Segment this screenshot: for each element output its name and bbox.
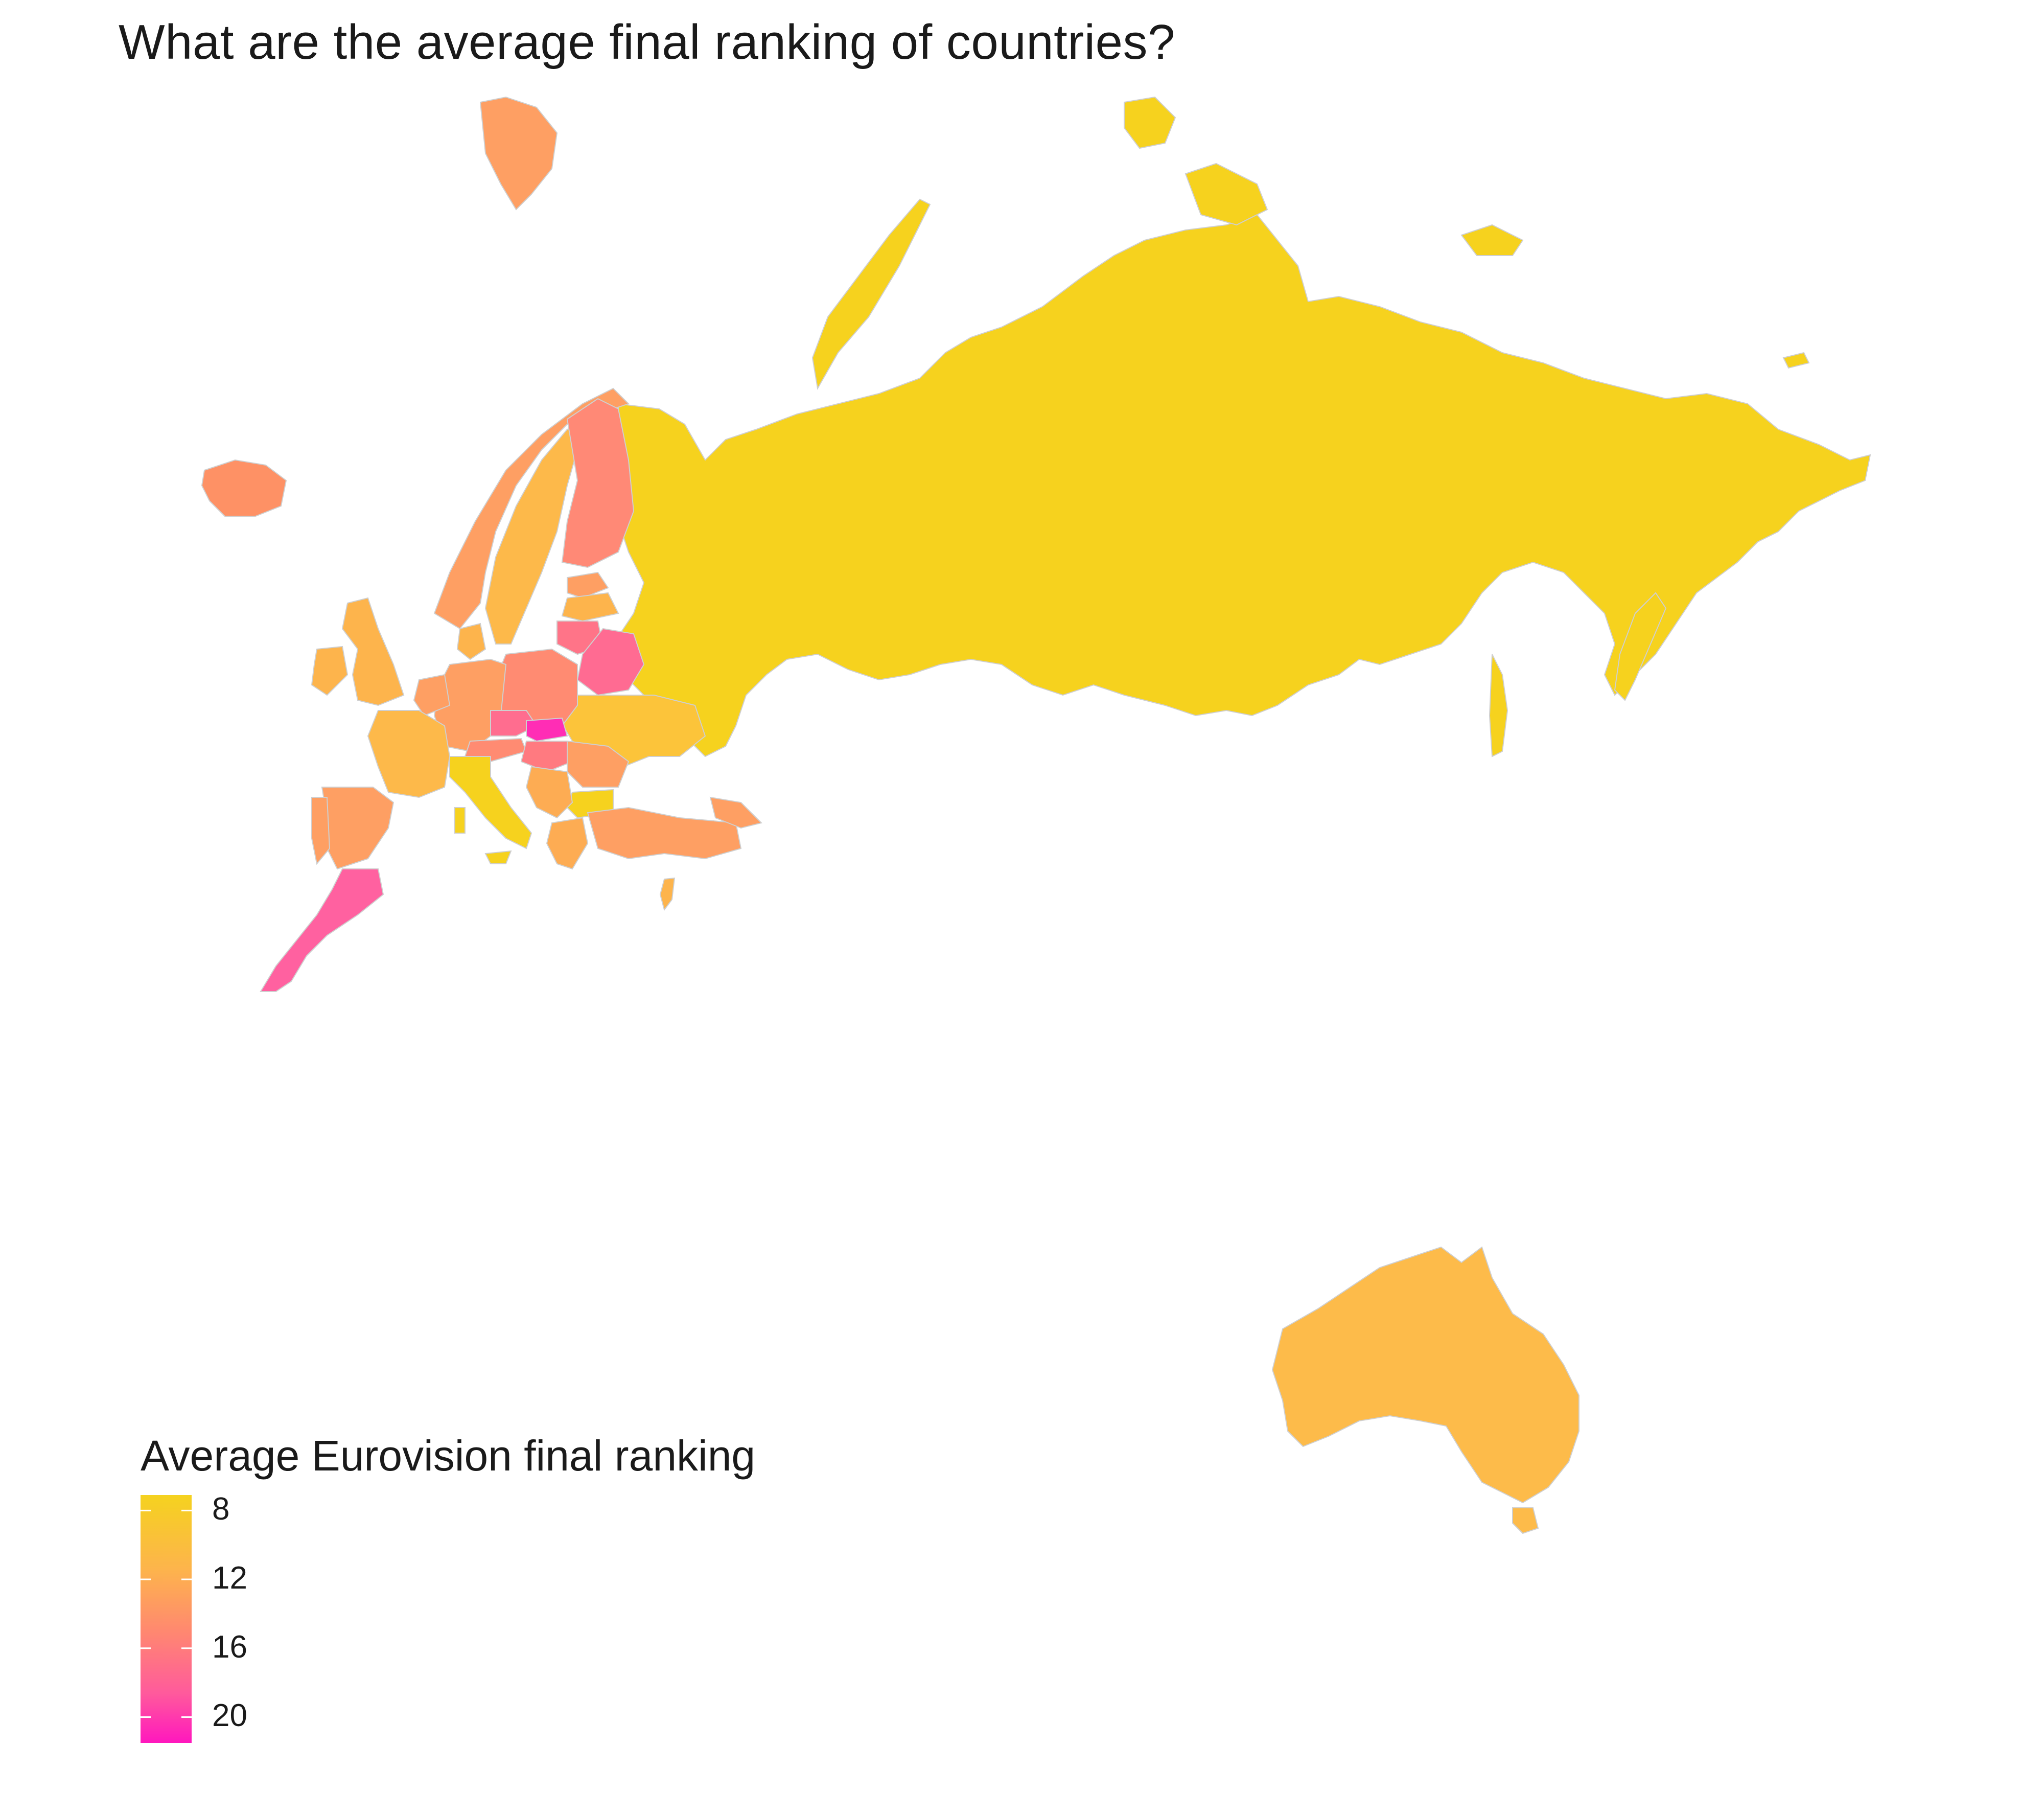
region-russia-wrangel[interactable]	[1782, 352, 1810, 369]
region-russia[interactable]	[612, 214, 1871, 757]
region-portugal[interactable]	[311, 797, 331, 865]
region-belarus[interactable]	[576, 628, 645, 696]
region-united-kingdom[interactable]	[341, 597, 405, 706]
region-russia-sakhalin[interactable]	[1489, 654, 1508, 757]
region-italy[interactable]	[449, 756, 532, 849]
region-serbia[interactable]	[525, 766, 573, 819]
region-slovakia[interactable]	[526, 717, 568, 742]
region-australia[interactable]	[1271, 1246, 1580, 1504]
region-russia-kamchatka[interactable]	[1614, 592, 1667, 701]
region-netherlands[interactable]	[413, 674, 451, 717]
region-italy-sardinia[interactable]	[454, 807, 466, 834]
region-russia-severnaya[interactable]	[1184, 163, 1268, 226]
legend-ticks	[141, 1509, 192, 1718]
region-sweden[interactable]	[484, 423, 584, 645]
region-latvia[interactable]	[561, 592, 619, 622]
legend-colorbar	[141, 1495, 192, 1743]
region-georgia[interactable]	[709, 796, 762, 829]
region-iceland[interactable]	[201, 459, 287, 517]
region-svalbard[interactable]	[479, 96, 558, 211]
region-turkey[interactable]	[587, 807, 742, 860]
legend-title: Average Eurovision final ranking	[141, 1432, 756, 1480]
region-denmark[interactable]	[456, 623, 486, 660]
region-australia-tasmania[interactable]	[1512, 1507, 1539, 1534]
region-ireland[interactable]	[311, 646, 349, 696]
legend-tick-label: 12	[212, 1560, 247, 1596]
region-russia-franz-josef[interactable]	[1124, 96, 1176, 149]
legend-tick-label: 8	[212, 1491, 230, 1527]
region-finland[interactable]	[561, 398, 635, 568]
region-russia-novaya-zemlya[interactable]	[811, 198, 931, 390]
legend-tick-label: 16	[212, 1629, 247, 1665]
region-russia-nsi[interactable]	[1460, 224, 1524, 256]
region-greece[interactable]	[546, 817, 589, 870]
map-title: What are the average final ranking of co…	[119, 15, 1175, 70]
region-cyprus	[659, 877, 676, 911]
region-france[interactable]	[367, 710, 451, 798]
region-austria[interactable]	[464, 738, 527, 763]
region-estonia[interactable]	[567, 571, 609, 599]
region-italy-sicily[interactable]	[484, 850, 512, 864]
region-spain[interactable]	[321, 787, 394, 870]
region-morocco[interactable]	[260, 868, 384, 992]
legend-tick-label: 20	[212, 1698, 247, 1734]
region-hungary[interactable]	[520, 741, 573, 773]
